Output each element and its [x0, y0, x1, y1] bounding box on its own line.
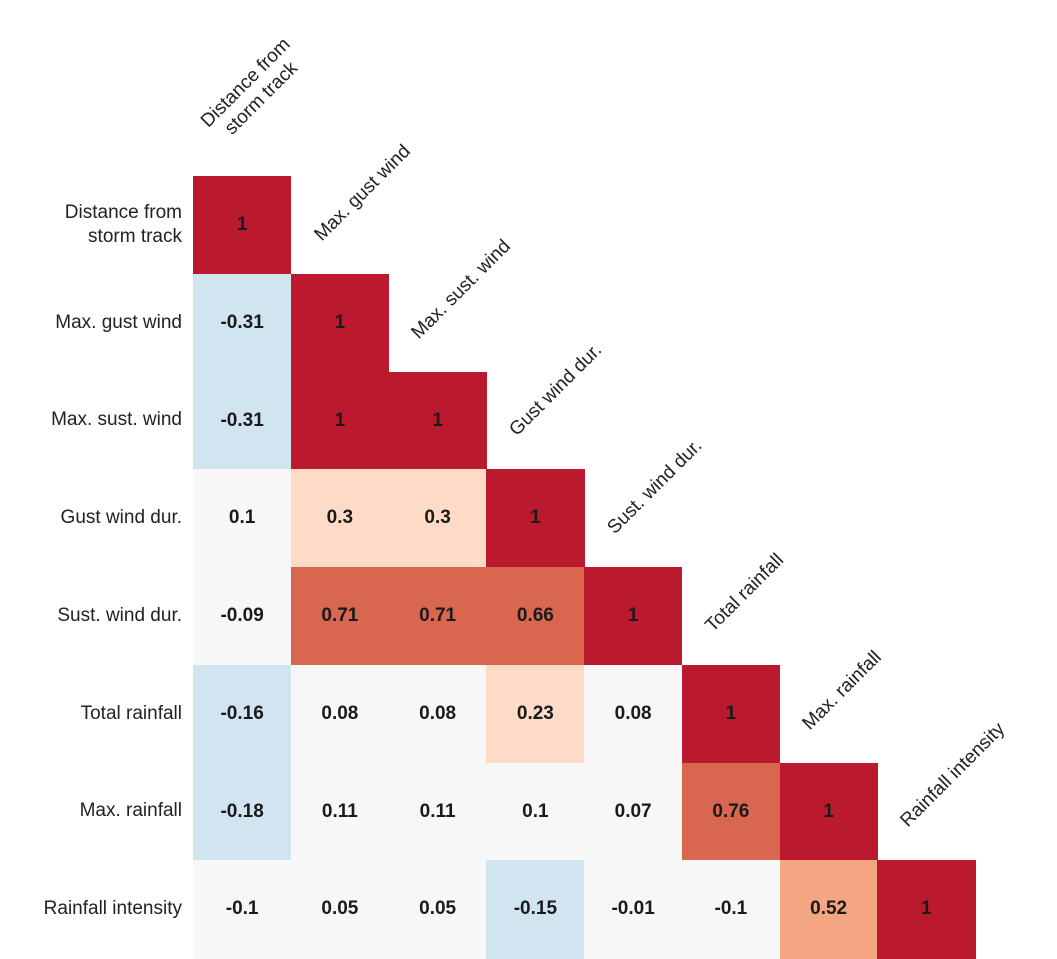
- column-label: Distance from storm track: [196, 34, 302, 140]
- heatmap-cell: 0.71: [388, 567, 487, 666]
- heatmap-cell: 0.3: [388, 469, 487, 568]
- column-label: Total rainfall: [701, 549, 788, 637]
- cell-value-label: -0.31: [220, 409, 264, 431]
- cell-value-label: -0.1: [225, 898, 259, 920]
- cell-value-label: 1: [725, 702, 737, 724]
- cell-value-label: -0.18: [220, 800, 264, 822]
- cell-value-label: 0.08: [321, 702, 359, 724]
- column-label: Max. gust wind: [310, 140, 415, 246]
- cell-value-label: 0.05: [321, 898, 359, 920]
- cell-value-label: -0.1: [714, 898, 748, 920]
- cell-value-label: 0.52: [810, 898, 848, 920]
- column-label: Rainfall intensity: [896, 718, 1010, 832]
- cell-value-label: 1: [334, 311, 346, 333]
- column-label: Max. rainfall: [798, 646, 887, 734]
- row-label: Sust. wind dur.: [57, 604, 182, 626]
- heatmap-cell: 0.66: [486, 567, 585, 666]
- heatmap-cell: -0.1: [193, 860, 292, 959]
- heatmap-cell: 1: [486, 469, 585, 568]
- heatmap-cell: 0.08: [388, 664, 487, 763]
- cell-value-label: 1: [334, 409, 346, 431]
- cell-value-label: 0.3: [424, 507, 451, 529]
- cell-value-label: 0.05: [419, 898, 457, 920]
- cell-value-label: 0.08: [419, 702, 457, 724]
- heatmap-cell: 0.1: [486, 762, 585, 861]
- cell-value-label: 1: [921, 898, 932, 920]
- heatmap-cell: -0.01: [584, 860, 683, 959]
- row-label: Gust wind dur.: [60, 507, 182, 529]
- heatmap-cell: -0.09: [193, 567, 292, 666]
- cell-value-label: -0.31: [220, 311, 264, 333]
- cell-value-label: -0.01: [611, 898, 655, 920]
- heatmap-cell: 1: [193, 176, 292, 275]
- heatmap-cell: 0.23: [486, 664, 585, 763]
- row-label: Distance from storm track: [64, 201, 182, 247]
- cell-value-label: 0.66: [516, 605, 554, 627]
- heatmap-cell: 0.11: [388, 762, 487, 861]
- cell-value-label: 1: [236, 214, 248, 236]
- cell-value-label: 1: [530, 507, 541, 529]
- cell-value-label: 0.23: [516, 702, 554, 724]
- row-label: Max. gust wind: [55, 311, 182, 333]
- cell-value-label: 0.1: [228, 507, 256, 529]
- cell-value-label: 0.71: [321, 605, 359, 627]
- heatmap-cell: 0.76: [681, 762, 780, 861]
- cell-value-label: 0.11: [419, 800, 456, 822]
- cell-value-label: 0.11: [321, 800, 358, 822]
- heatmap-cell: 1: [584, 567, 683, 666]
- heatmap-cell: 0.08: [584, 664, 683, 763]
- cell-value-label: -0.15: [513, 898, 558, 920]
- column-label: Sust. wind dur.: [603, 435, 707, 539]
- heatmap-cell: 1: [388, 371, 487, 470]
- row-label: Max. sust. wind: [51, 409, 182, 431]
- cell-value-label: 1: [432, 409, 443, 431]
- heatmap-cell: -0.18: [193, 762, 292, 861]
- heatmap-cell: 1: [290, 273, 389, 372]
- heatmap-cell: 0.52: [779, 860, 878, 959]
- heatmap-cell: 0.71: [290, 567, 389, 666]
- heatmap-cell: -0.31: [193, 273, 292, 372]
- heatmap-cell: 0.3: [290, 469, 389, 568]
- heatmap-cell: -0.15: [486, 860, 585, 959]
- heatmap-cell: -0.31: [193, 371, 292, 470]
- row-label: Max. rainfall: [79, 800, 182, 822]
- heatmap-cell: 0.11: [290, 762, 389, 861]
- heatmap-cell: 1: [779, 762, 878, 861]
- row-label: Total rainfall: [80, 702, 182, 724]
- cell-value-label: -0.09: [220, 605, 264, 627]
- row-label: Rainfall intensity: [43, 898, 182, 920]
- cell-value-label: 0.71: [419, 605, 457, 627]
- heatmap-cell: 1: [877, 860, 976, 959]
- cell-value-label: 1: [627, 605, 639, 627]
- heatmap-cell: 0.07: [584, 762, 683, 861]
- heatmap-cell: 0.05: [388, 860, 487, 959]
- heatmap-cell: 0.1: [193, 469, 292, 568]
- cell-value-label: 1: [823, 800, 834, 822]
- column-label: Gust wind dur.: [505, 339, 607, 441]
- heatmap-cell: 0.05: [290, 860, 389, 959]
- cell-value-label: 0.3: [326, 507, 354, 529]
- heatmap-cell: -0.16: [193, 664, 292, 763]
- heatmap-cell: 0.08: [290, 664, 389, 763]
- cell-value-label: 0.08: [614, 702, 652, 724]
- heatmap-cell: 1: [681, 664, 780, 763]
- cell-value-label: 0.1: [522, 800, 549, 822]
- cell-value-label: 0.76: [712, 800, 750, 822]
- column-label: Max. sust. wind: [407, 235, 516, 343]
- cell-value-label: 0.07: [614, 800, 652, 822]
- heatmap-cell: -0.1: [681, 860, 780, 959]
- cell-value-label: -0.16: [220, 702, 264, 724]
- heatmap-cell: 1: [290, 371, 389, 470]
